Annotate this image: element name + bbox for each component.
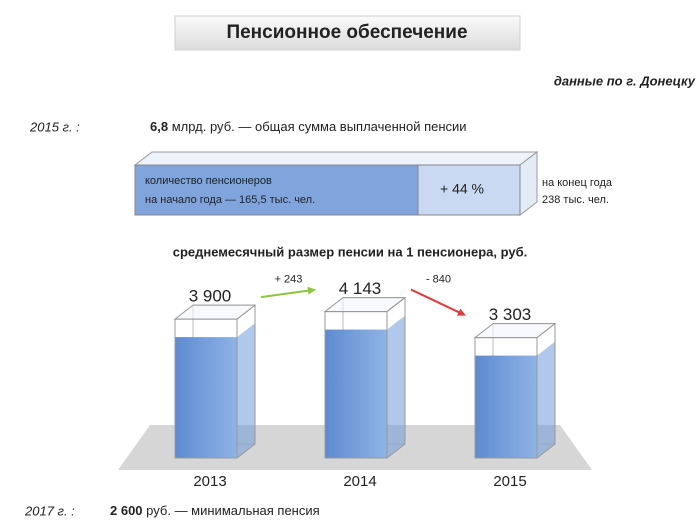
value-label: 4 143	[339, 279, 382, 298]
chart-title: среднемесячный размер пенсии на 1 пенсио…	[173, 244, 528, 259]
amount: 2 600	[110, 503, 143, 518]
x-tick-label: 2014	[343, 473, 376, 490]
arrow-head	[307, 286, 316, 295]
change-arrow	[410, 288, 462, 314]
glass-top	[473, 323, 557, 339]
bar	[475, 355, 537, 458]
glass-edge	[236, 304, 256, 320]
subtitle: данные по г. Донецку	[554, 73, 696, 88]
minimum-line: 2 600 руб. — минимальная пенсия	[110, 503, 320, 518]
glass-top	[173, 304, 257, 320]
box-start	[134, 164, 419, 216]
x-tick-label: 2015	[493, 473, 526, 490]
value-label: 3 900	[189, 287, 232, 306]
title: Пенсионное обеспечение	[226, 22, 467, 43]
glass-edge	[236, 443, 256, 459]
year-label: 2015 г. :	[29, 119, 80, 134]
glass-edge	[536, 323, 556, 339]
arrow-head	[457, 308, 466, 316]
start-text: на начало года — 165,5 тыс. чел.	[145, 194, 315, 206]
bar-side	[237, 323, 255, 458]
glass-top	[323, 297, 407, 313]
text: млрд. руб. — общая сумма выплаченной пен…	[172, 119, 467, 134]
x-tick-label: 2013	[193, 473, 226, 490]
glass-edge	[536, 443, 556, 459]
text: руб. — минимальная пенсия	[146, 503, 320, 518]
year-label: 2017 г. :	[24, 503, 75, 518]
glass-front	[474, 337, 538, 459]
bar-side	[537, 341, 555, 458]
bar	[325, 329, 387, 458]
box-top	[133, 151, 539, 166]
glass-edge	[386, 443, 406, 459]
glass-edge	[386, 297, 406, 312]
end-text: на конец года	[542, 177, 613, 189]
glass-front	[324, 311, 388, 459]
bar	[175, 337, 237, 458]
bar-side	[387, 315, 405, 458]
total-line: 6,8 млрд. руб. — общая сумма выплаченной…	[150, 119, 467, 134]
box-growth	[417, 164, 521, 216]
amount: 6,8	[150, 119, 168, 134]
growth: + 44 %	[440, 181, 484, 197]
change-label: + 243	[275, 273, 303, 285]
glass-front	[174, 318, 238, 459]
start-text: количество пенсионеров	[145, 175, 272, 187]
end-text: 238 тыс. чел.	[542, 194, 609, 206]
change-label: - 840	[426, 273, 451, 285]
value-label: 3 303	[489, 305, 532, 324]
change-arrow	[260, 289, 311, 299]
title-box	[174, 15, 521, 51]
